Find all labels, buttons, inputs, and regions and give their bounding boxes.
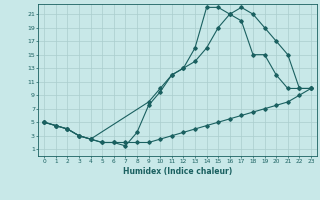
X-axis label: Humidex (Indice chaleur): Humidex (Indice chaleur) (123, 167, 232, 176)
